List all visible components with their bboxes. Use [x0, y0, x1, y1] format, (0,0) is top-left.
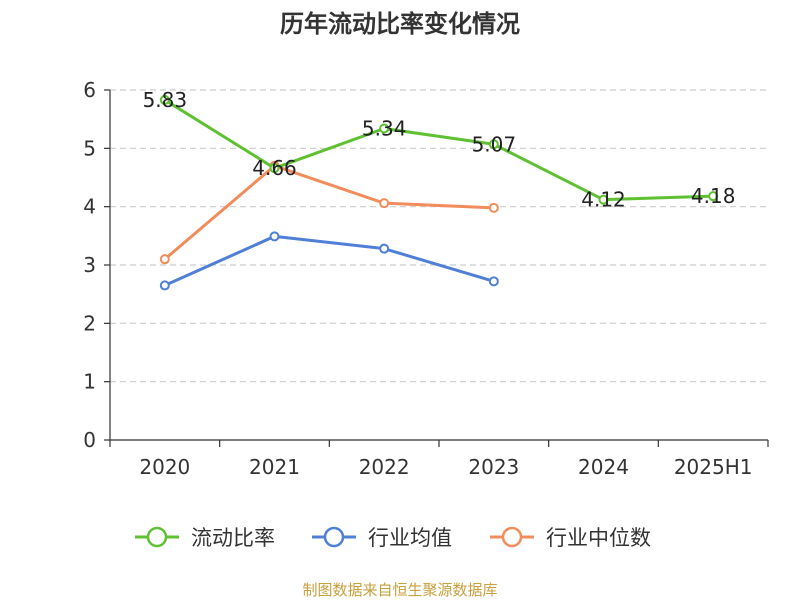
- data-point[interactable]: [598, 194, 609, 205]
- legend-item[interactable]: 行业中位数: [490, 526, 651, 550]
- axes: 0 1 2 3 4 5 6 2020 2021 2022 2023 2024 2025H1: [83, 78, 769, 479]
- x-tick-label: 2020: [139, 455, 190, 479]
- y-tick-label: 0: [83, 428, 96, 452]
- source-note: 制图数据来自恒生聚源数据库: [302, 581, 497, 599]
- legend-item[interactable]: 行业均值: [312, 526, 452, 550]
- y-tick-label: 2: [83, 311, 96, 335]
- series-line: [164, 98, 714, 202]
- grid: [110, 89, 768, 383]
- data-label: 4.66: [252, 156, 297, 180]
- data-label: 5.07: [472, 132, 517, 156]
- data-point[interactable]: [379, 198, 390, 209]
- data-label: 4.18: [691, 184, 736, 208]
- x-tick-label: 2022: [359, 455, 410, 479]
- data-label: 4.12: [581, 188, 626, 212]
- data-point[interactable]: [379, 243, 390, 254]
- data-point[interactable]: [708, 191, 719, 202]
- series-line: [163, 164, 494, 261]
- legend-marker-icon: [146, 526, 168, 548]
- legend-marker-icon: [501, 526, 523, 548]
- legend-label: 行业均值: [368, 526, 452, 550]
- series-0: [159, 94, 719, 205]
- y-tick-label: 1: [83, 370, 96, 394]
- data-point[interactable]: [488, 139, 499, 150]
- y-tick-label: 6: [83, 78, 96, 102]
- x-tick-label: 2024: [578, 455, 629, 479]
- x-tick-label: 2025H1: [674, 455, 753, 479]
- chart-title: 历年流动比率变化情况: [280, 10, 520, 38]
- data-point[interactable]: [159, 94, 170, 105]
- data-point[interactable]: [379, 123, 390, 134]
- x-tick-label: 2021: [249, 455, 300, 479]
- series: [159, 94, 719, 291]
- data-label: 5.34: [362, 117, 407, 141]
- y-tick-label: 3: [83, 253, 96, 277]
- data-label: 5.83: [143, 88, 188, 112]
- legend[interactable]: 流动比率 行业均值 行业中位数: [135, 526, 651, 550]
- y-tick-label: 5: [83, 136, 96, 160]
- legend-label: 流动比率: [191, 526, 275, 550]
- data-point[interactable]: [159, 254, 170, 265]
- data-point[interactable]: [488, 276, 499, 287]
- data-labels: 5.83 4.66 5.34 5.07 4.12 4.18: [143, 88, 736, 212]
- series-2: [159, 160, 499, 265]
- x-tick-label: 2023: [468, 455, 519, 479]
- legend-label: 行业中位数: [546, 526, 651, 550]
- series-1: [159, 231, 499, 291]
- data-point[interactable]: [488, 202, 499, 213]
- legend-item[interactable]: 流动比率: [135, 526, 275, 550]
- legend-marker-icon: [323, 526, 345, 548]
- y-tick-label: 4: [83, 195, 96, 219]
- data-point[interactable]: [159, 280, 170, 291]
- data-point[interactable]: [269, 231, 280, 242]
- series-line: [164, 234, 495, 287]
- data-point[interactable]: [269, 163, 280, 174]
